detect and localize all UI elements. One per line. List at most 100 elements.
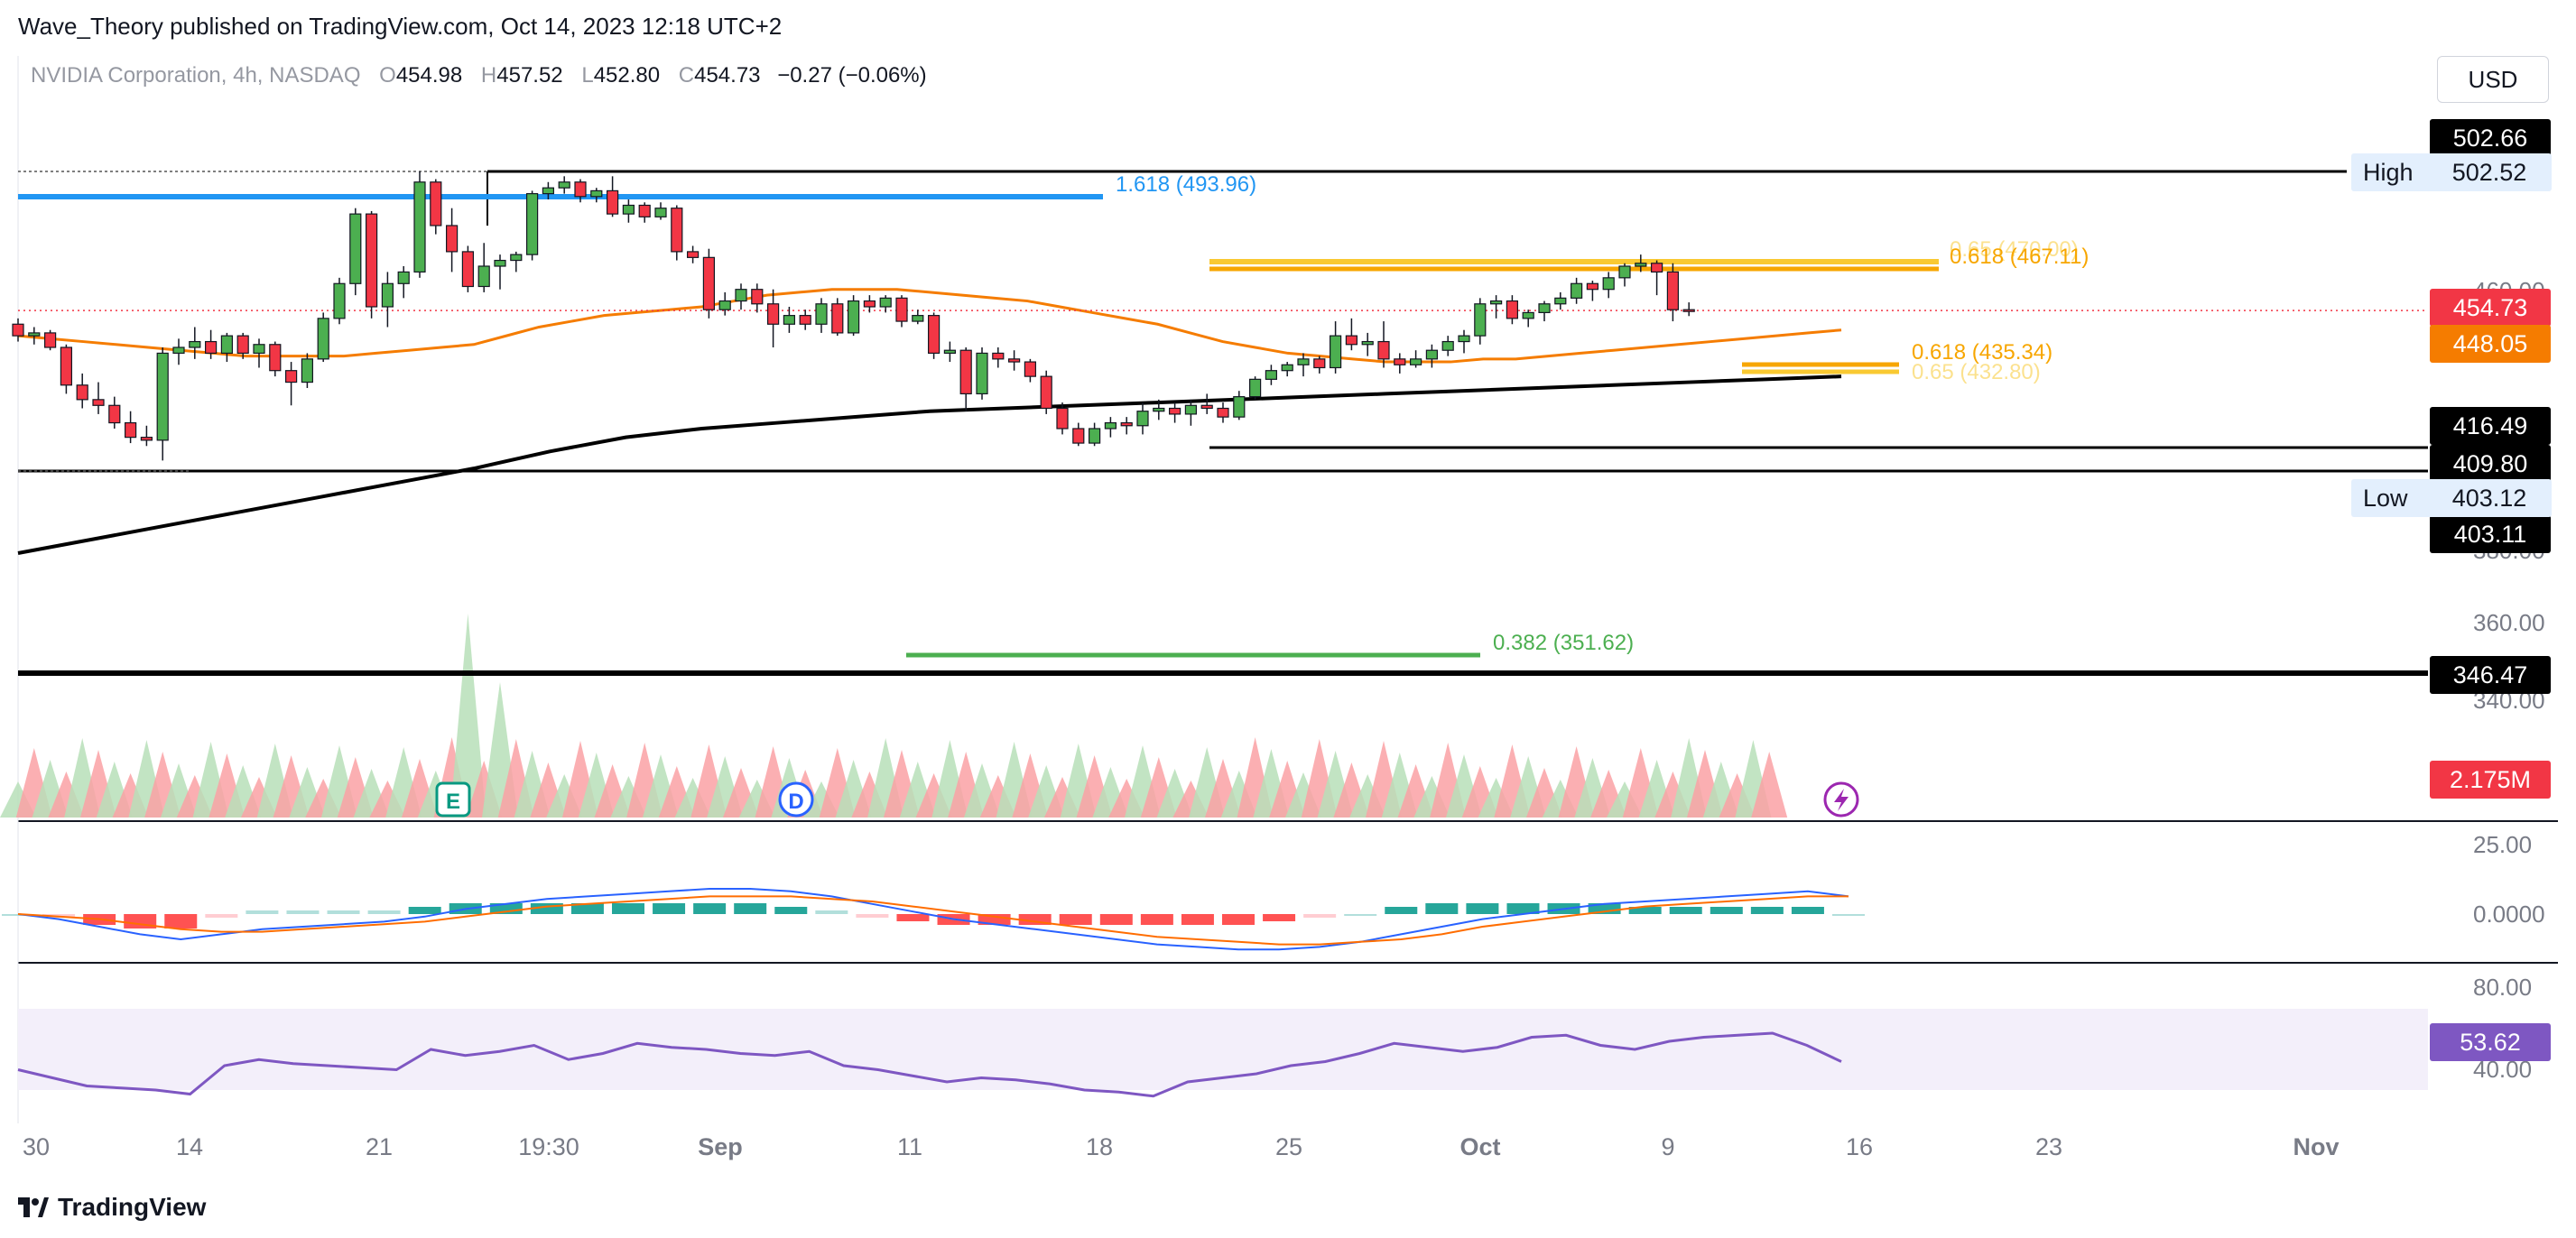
macd-histogram-bar [1303,914,1337,918]
candle-body [1635,263,1647,267]
candle-body [366,213,378,308]
price-axis-badge: 448.05 [2453,330,2528,357]
candle-body [1377,340,1390,360]
candle-body [1666,271,1680,310]
candle-body [317,318,329,360]
time-axis-tick: 11 [897,1133,922,1160]
fib-level-label: 0.65 (470.00) [1950,237,2079,262]
legend-high: 457.52 [496,63,563,88]
candle-body [831,303,844,334]
price-level-badge: 409.80 [2453,450,2528,477]
high-low-value: 502.52 [2452,159,2527,186]
macd-histogram-bar [1140,914,1173,925]
currency-button[interactable]: USD [2437,56,2549,103]
candle-body [1104,421,1117,430]
candle-body [1474,303,1487,337]
candle-body [430,181,442,226]
event-marker-label: E [446,790,460,814]
legend-close-label: C [678,63,695,88]
macd-histogram-bar [896,914,930,921]
macd-histogram-bar [1750,907,1784,914]
candle-body [895,297,908,322]
time-axis-tick: 18 [1086,1133,1113,1160]
candle-body [927,315,941,355]
time-axis-tick: 21 [366,1133,393,1160]
legend-close: 454.73 [694,63,761,88]
price-level-badge-bg [2430,515,2551,553]
candle-body [542,187,555,195]
price-axis-badge-bg [2430,289,2551,327]
candle-body [735,289,747,302]
fib-level-label: 0.382 (351.62) [1493,631,1634,655]
candle-body [172,346,185,355]
candle-body [959,349,972,395]
candle-body [943,349,957,355]
candle-body [12,323,24,337]
macd-histogram-bar [653,903,686,914]
candle-body [912,315,924,322]
candle-body [766,303,780,325]
candle-body [1248,378,1262,398]
price-level-badge: 403.11 [2454,521,2527,548]
symbol-legend: NVIDIA Corporation, 4h, NASDAQ O454.98 H… [31,63,927,88]
candle-body [1538,303,1551,314]
volume-mark [1751,752,1788,818]
macd-histogram-bar [1710,907,1743,914]
macd-histogram-bar [1344,914,1377,916]
macd-axis-tick: 25.00 [2473,831,2532,858]
candle-body [236,335,249,355]
macd-histogram-bar [815,910,848,914]
high-low-label: Low [2363,485,2408,512]
macd-histogram-bar [1059,914,1092,925]
time-axis-tick: 19:30 [518,1133,579,1160]
candle-body [349,213,362,284]
macd-histogram-bar [1425,903,1459,914]
macd-histogram-bar [1263,914,1296,921]
candle-body [1040,375,1052,410]
macd-histogram-bar [1832,914,1865,916]
fib-level-label: 0.618 (467.11) [1950,245,2089,269]
macd-histogram-bar [286,910,320,914]
candle-body [1281,364,1293,372]
candle-body [1313,358,1326,369]
time-axis-tick: 9 [1661,1133,1674,1160]
candle-body [1586,282,1599,291]
candle-body [269,344,282,372]
candle-body [1409,358,1422,365]
rsi-badge-bg [2430,1023,2551,1061]
candle-body [622,204,635,215]
candle-body [76,384,88,401]
candle-body [446,225,459,253]
candle-body [1554,297,1567,305]
candle-body [847,300,860,334]
candle-body [1153,407,1165,412]
legend-change: −0.27 (−0.06%) [777,63,927,88]
price-level-badge: 502.66 [2453,125,2528,152]
sma200-line [17,374,1842,555]
published-header: Wave_Theory published on TradingView.com… [18,13,783,40]
tradingview-logo-icon [18,1197,49,1217]
price-axis-badge: 454.73 [2453,294,2528,321]
tradingview-logo[interactable]: TradingView [18,1193,206,1222]
high-low-bg [2351,479,2552,517]
candle-body [1200,404,1213,410]
high-low-bg [2351,153,2552,191]
price-level-badge-bg [2430,445,2551,483]
candle-body [28,332,41,337]
candle-body [189,340,201,348]
candle-body [1056,407,1069,430]
price-level-badge: 346.47 [2453,661,2528,688]
rsi-badge: 53.62 [2460,1029,2521,1056]
dividend-marker [778,781,814,818]
macd-histogram-bar [246,910,279,914]
rsi-axis-tick: 80.00 [2473,974,2532,1001]
volume-badge-bg [2430,761,2551,799]
fib-level-label: 0.65 (432.80) [1912,360,2041,384]
candle-body [1458,335,1470,343]
macd-histogram-bar [1466,903,1499,914]
candle-body [477,265,490,288]
candle-body [1522,311,1534,319]
candle-body [397,271,410,284]
time-axis-tick: Nov [2293,1133,2339,1160]
